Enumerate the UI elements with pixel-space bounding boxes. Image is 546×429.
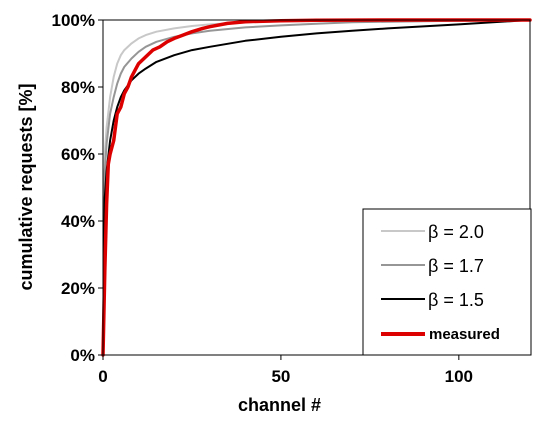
- y-tick-label: 20%: [61, 279, 95, 298]
- x-tick-label: 50: [271, 367, 290, 386]
- legend-label-beta-1-7: β = 1.7: [428, 256, 484, 276]
- legend-label-beta-1-5: β = 1.5: [428, 290, 484, 310]
- x-axis-title: channel #: [238, 395, 321, 415]
- x-tick-label: 0: [98, 367, 107, 386]
- y-tick-label: 0%: [70, 346, 95, 365]
- y-tick-label: 40%: [61, 212, 95, 231]
- legend-label-beta-2-0: β = 2.0: [428, 222, 484, 242]
- legend-label-measured: measured: [429, 326, 500, 343]
- y-tick-label: 60%: [61, 145, 95, 164]
- y-tick-label: 100%: [52, 11, 95, 30]
- legend: β = 2.0 β = 1.7 β = 1.5 measured: [363, 209, 531, 355]
- x-tick-label: 100: [445, 367, 473, 386]
- y-tick-label: 80%: [61, 78, 95, 97]
- y-axis-title: cumulative requests [%]: [16, 83, 36, 290]
